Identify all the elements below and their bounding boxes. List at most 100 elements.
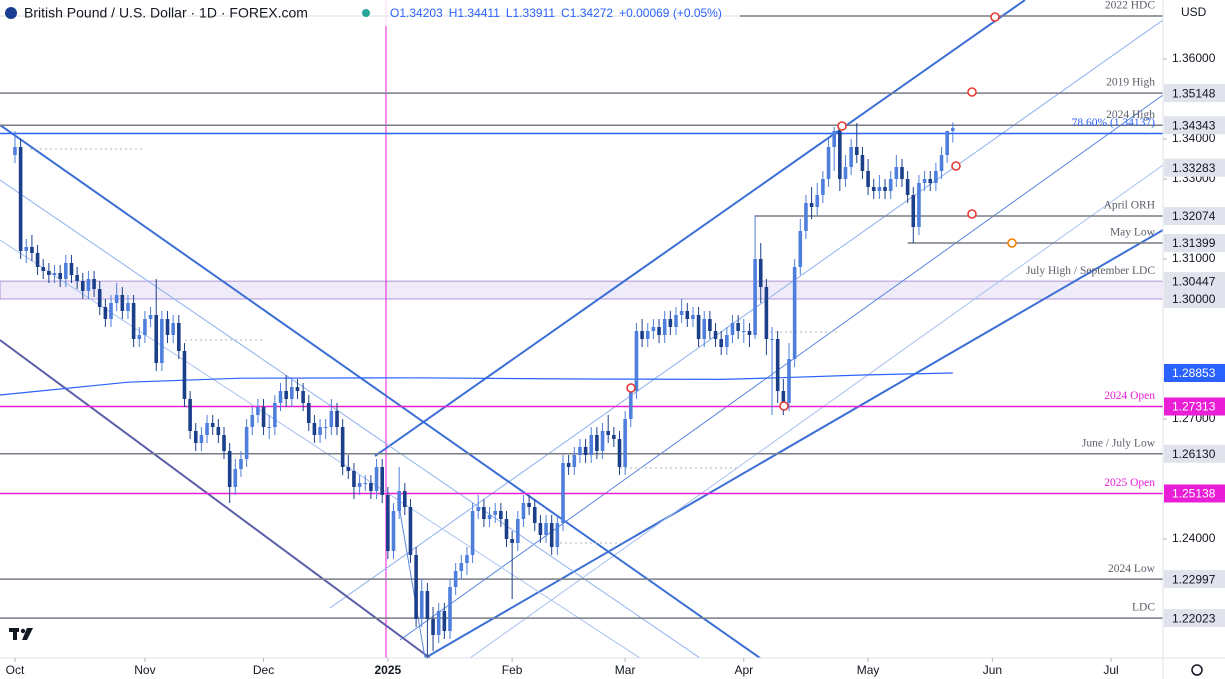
candle-body [662, 319, 667, 335]
candle-body [515, 519, 520, 543]
down-channel-lower [0, 339, 431, 658]
candle-body [182, 351, 187, 399]
price-label-bg [1164, 570, 1225, 589]
marker [1007, 238, 1017, 248]
x-tick-label: Feb [502, 663, 523, 677]
candle-body [205, 423, 209, 435]
candle-body [804, 203, 808, 231]
candle-body [154, 315, 159, 363]
candle-body [849, 147, 853, 167]
price-label-bg [1164, 484, 1225, 503]
legend-values: O1.34203 H1.34411 L1.33911 C1.34272 +0.00069… [390, 6, 722, 20]
candle-body [335, 411, 339, 427]
candle-body [160, 319, 164, 363]
candle-body [131, 303, 136, 339]
candle-body [239, 459, 243, 469]
x-tick-label: Jun [983, 663, 1002, 677]
candle-body [80, 281, 85, 291]
legend-value: L1.33911 [506, 6, 555, 20]
candle-body [482, 507, 486, 519]
candle-body [120, 295, 125, 311]
candle-body [572, 455, 577, 467]
candle-body [821, 179, 825, 195]
candle-body [177, 323, 181, 351]
candle-body [939, 155, 944, 171]
level-name: May Low [1110, 227, 1156, 239]
candle-body [369, 483, 373, 491]
candle-body [431, 619, 435, 635]
channel-lower [424, 229, 1163, 658]
candle-body [261, 407, 266, 427]
candle-body [188, 399, 192, 431]
x-tick-label: Mar [615, 663, 636, 677]
legend-value: C1.34272 [561, 6, 613, 20]
candle-body [476, 507, 481, 511]
ma-layer [0, 372, 953, 396]
candle-body [730, 323, 735, 335]
logo-part [13, 628, 17, 640]
candle-body [499, 511, 503, 519]
candle-body [741, 331, 746, 332]
candle-body [227, 451, 232, 487]
candle-body [97, 289, 102, 307]
candle-body [527, 503, 531, 507]
price-label-bg [1164, 116, 1225, 135]
candle-body [854, 147, 859, 155]
candle-body [928, 179, 933, 183]
candle-body [668, 319, 673, 327]
price-label-bg [1164, 234, 1225, 253]
candle-body [798, 231, 803, 267]
candle-body [549, 523, 554, 547]
candle-body [911, 195, 916, 227]
tv-logo[interactable] [9, 628, 33, 640]
candle-body [18, 147, 23, 251]
legend-value: H1.34411 [449, 6, 500, 20]
candle-body [826, 147, 831, 179]
candle-body [137, 335, 142, 339]
candle-body [35, 253, 40, 267]
candle-body [64, 263, 68, 279]
y-tick-label: 1.31000 [1172, 251, 1216, 265]
symbol-title[interactable]: British Pound / U.S. Dollar · 1D · FOREX… [24, 5, 308, 21]
candle-body [47, 271, 51, 275]
legend-value: O1.34203 [390, 6, 443, 20]
currency[interactable]: USD [1181, 5, 1207, 19]
markers [626, 12, 1017, 411]
x-tick-label: Nov [134, 663, 155, 677]
candle-body [436, 611, 441, 635]
marker [951, 161, 961, 171]
settings-icon[interactable] [1191, 664, 1203, 676]
level-name: 2022 HDC [1105, 0, 1155, 12]
candle-body [770, 339, 774, 340]
channel-mid [329, 19, 1163, 609]
candle-body [657, 327, 661, 335]
candle-body [312, 423, 317, 435]
candle-body [103, 307, 108, 319]
price-label: 1.28853 [1172, 366, 1216, 380]
candle-body [815, 195, 820, 207]
market-status [362, 9, 370, 17]
candle-body [905, 179, 910, 195]
level-name: April ORH [1104, 200, 1155, 212]
x-tick-label: 2025 [375, 663, 402, 677]
candle-body [883, 187, 887, 191]
candle-body [442, 611, 447, 631]
logo-part [22, 628, 33, 640]
price-label-bg [1164, 609, 1225, 628]
marker [967, 87, 977, 97]
price-label: 1.34343 [1172, 118, 1216, 132]
candle-body [380, 467, 385, 495]
candle-body [894, 167, 899, 179]
price-label: 1.32074 [1172, 209, 1216, 223]
candle-body [114, 295, 119, 303]
candle-body [640, 331, 644, 339]
candle-body [397, 491, 401, 511]
candle-body [109, 303, 113, 319]
candle-body [685, 311, 690, 319]
candle-body [419, 591, 424, 619]
candle-body [30, 247, 34, 253]
marker [779, 401, 789, 411]
price-label: 1.27313 [1172, 400, 1216, 414]
candle-body [126, 303, 130, 311]
